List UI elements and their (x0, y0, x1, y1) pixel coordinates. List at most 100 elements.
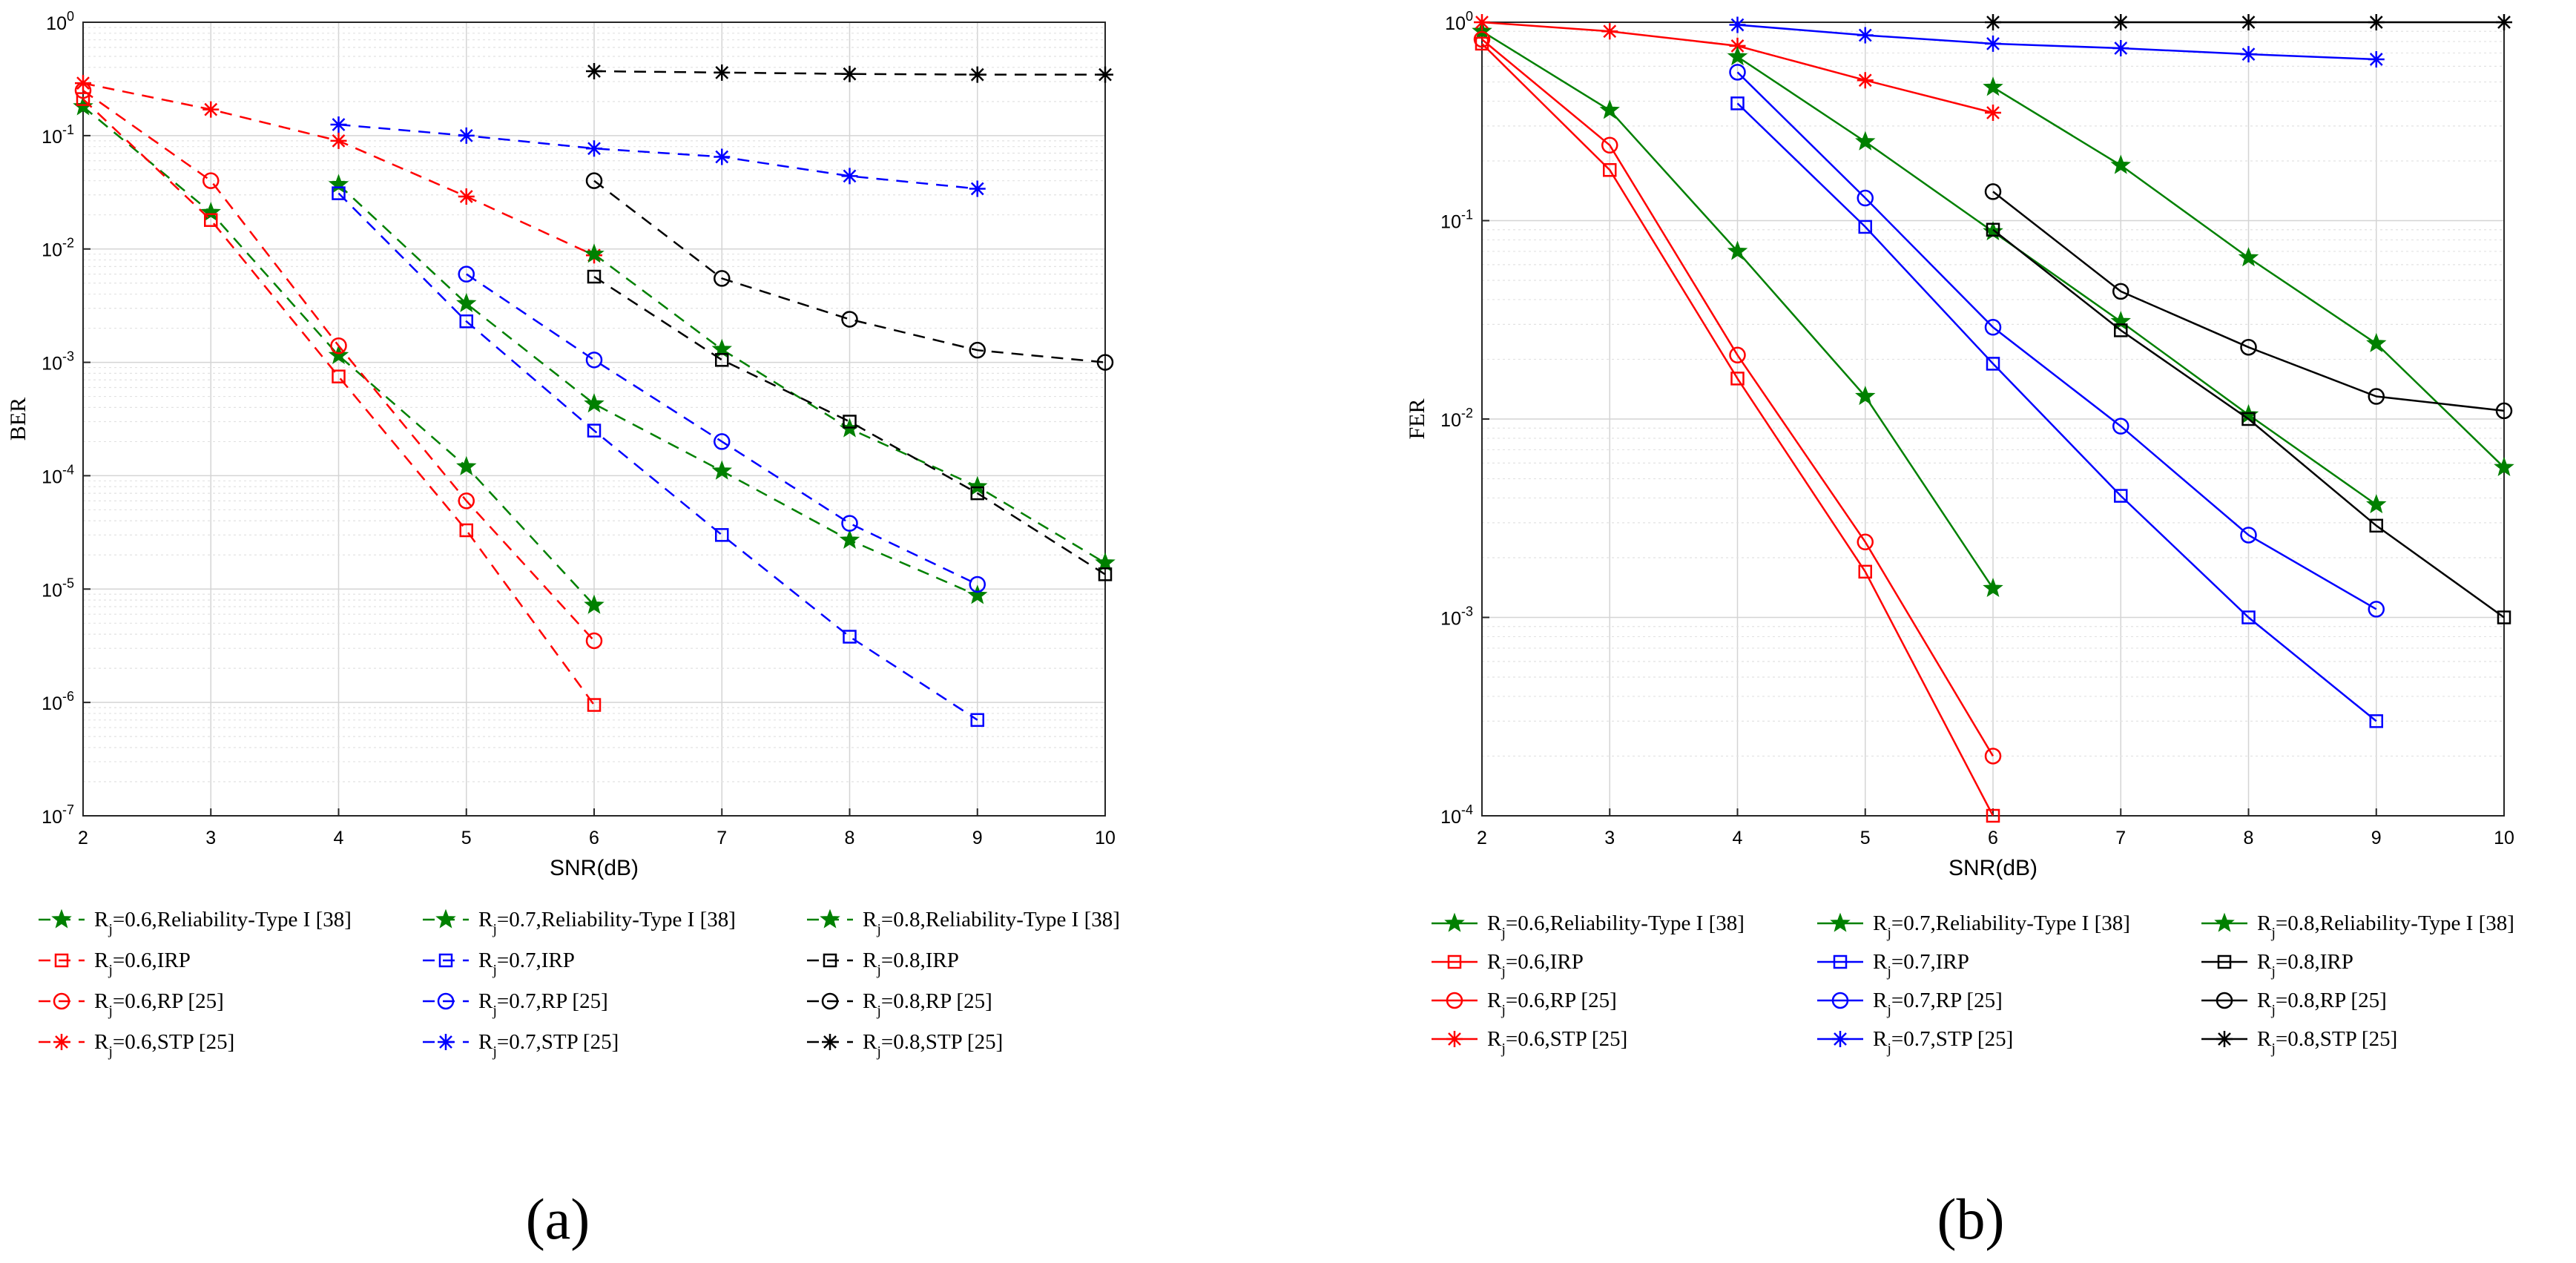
data-point-asterisk (1985, 104, 2001, 121)
data-point-circle-circle (458, 492, 475, 510)
legend-label: Rj=0.8,Reliability-Type I [38] (863, 908, 1120, 937)
legend-marker-square-square (54, 953, 69, 968)
data-point-star (1599, 99, 1620, 119)
data-point-square-square (1858, 564, 1872, 579)
y-tick-label: 10-7 (42, 802, 74, 828)
data-point-circle-circle (1729, 346, 1746, 364)
data-point-circle (1473, 30, 1491, 48)
y-tick-label: 10-4 (1440, 802, 1473, 828)
data-point-square-square (2369, 518, 2383, 533)
legend-marker-square-square (438, 953, 453, 968)
legend-marker-asterisk-asterisk (53, 1034, 70, 1050)
legend-label: Rj=0.6,IRP (1487, 950, 1584, 980)
data-point-asterisk (2240, 46, 2257, 63)
data-point-square-square (1986, 357, 2000, 371)
data-point-asterisk-asterisk (458, 188, 475, 205)
data-point-asterisk-asterisk (2112, 39, 2129, 56)
data-point-asterisk-asterisk (2240, 46, 2257, 63)
legend-entry: Rj=0.8,RP [25] (2201, 989, 2387, 1018)
legend-marker-star (1830, 912, 1851, 932)
legend-marker-square (1833, 954, 1848, 969)
legend-marker-asterisk (438, 1034, 454, 1050)
y-tick-label: 10-4 (42, 462, 74, 487)
data-point-square-square (970, 713, 984, 728)
data-point-circle-circle (330, 337, 347, 355)
data-point-star (1727, 46, 1748, 66)
data-point-asterisk-asterisk (586, 140, 602, 157)
data-point-star (456, 455, 477, 475)
data-point-square (970, 713, 984, 728)
legend-marker-asterisk-asterisk (822, 1034, 838, 1050)
x-tick-label: 7 (2115, 828, 2126, 848)
data-point-circle-circle (585, 632, 603, 650)
legend-entry: Rj=0.8,Reliability-Type I [38] (2201, 911, 2514, 941)
data-point-circle-circle (714, 433, 731, 450)
data-point-asterisk (1985, 14, 2001, 30)
data-point-asterisk-asterisk (1474, 14, 1490, 30)
data-point-square (459, 523, 473, 538)
legend-entry: Rj=0.8,STP [25] (807, 1030, 1003, 1060)
data-point-star-star (200, 202, 221, 222)
data-point-star (456, 292, 477, 312)
data-point-asterisk-asterisk (2496, 14, 2512, 30)
data-point-square-square (715, 353, 729, 367)
legend-marker-star (820, 908, 840, 929)
series-line (1736, 102, 2377, 722)
x-axis-label: SNR(dB) (550, 856, 639, 880)
caption-b: (b) (1937, 1187, 2005, 1251)
legend-entry: Rj=0.8,IRP (807, 949, 959, 978)
data-point-star-star (2110, 311, 2131, 331)
data-point-asterisk (1097, 66, 1113, 83)
legend-marker-square (823, 953, 837, 968)
legend-marker-star (1444, 912, 1465, 932)
legend-entry: Rj=0.8,IRP (2201, 950, 2353, 980)
legend-entry: Rj=0.8,STP [25] (2201, 1027, 2397, 1057)
data-point-circle (1984, 748, 2002, 765)
data-point-circle-circle (714, 270, 731, 287)
data-point-star (328, 174, 349, 194)
data-point-star (584, 243, 605, 263)
x-tick-label: 3 (205, 828, 216, 848)
x-tick-label: 4 (334, 828, 344, 848)
legend-marker-square (1447, 954, 1462, 969)
data-point-circle-circle (1601, 136, 1618, 154)
data-point-star (2110, 154, 2131, 174)
data-point-circle-circle (1473, 30, 1491, 48)
data-point-asterisk-asterisk (2368, 14, 2385, 30)
legend-label: Rj=0.6,IRP (94, 949, 191, 978)
legend-entry: Rj=0.7,STP [25] (1817, 1027, 2013, 1057)
data-point-asterisk (1985, 35, 2001, 52)
data-point-square (715, 528, 729, 542)
legend-marker-square (438, 953, 453, 968)
y-tick-label: 10-5 (42, 576, 74, 601)
legend-label: Rj=0.8,RP [25] (2257, 989, 2387, 1018)
data-point-asterisk (458, 188, 475, 205)
legend-label: Rj=0.8,RP [25] (863, 989, 992, 1019)
data-point-square-square (1730, 372, 1745, 386)
legend-entry: Rj=0.8,Reliability-Type I [38] (807, 908, 1120, 937)
x-tick-label: 2 (78, 828, 88, 848)
data-point-asterisk-asterisk (969, 66, 986, 83)
data-point-asterisk-asterisk (841, 168, 858, 185)
legend-marker-circle-circle (1446, 992, 1463, 1009)
data-point-square-square (332, 186, 346, 200)
data-point-star-star (2110, 154, 2131, 174)
legend-marker-square-square (823, 953, 837, 968)
data-point-square (2369, 714, 2383, 728)
legend-label: Rj=0.7,IRP (1873, 950, 1969, 980)
x-tick-label: 4 (1733, 828, 1743, 848)
legend-marker-star-star (51, 908, 72, 929)
data-point-star (328, 344, 349, 364)
data-point-asterisk-asterisk (1985, 35, 2001, 52)
data-point-square-square (1603, 162, 1617, 177)
data-point-star-star (584, 594, 605, 614)
series-line (1992, 228, 2505, 619)
series-line (82, 105, 595, 606)
data-point-square-square (1986, 808, 2000, 823)
series-line (337, 183, 978, 596)
data-point-square (587, 698, 602, 712)
data-point-star (2110, 311, 2131, 331)
series-line (1481, 39, 1994, 757)
series-line (593, 70, 1105, 76)
x-tick-label: 10 (2494, 828, 2514, 848)
